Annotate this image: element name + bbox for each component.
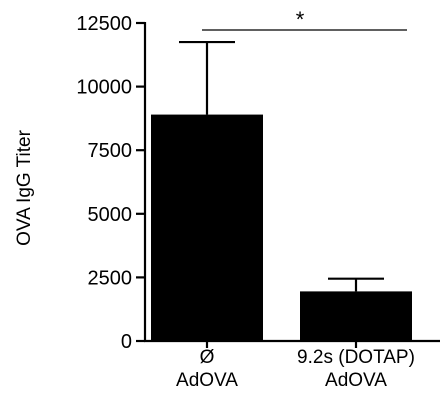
category-label-line1: 9.2s (DOTAP) bbox=[297, 347, 415, 368]
y-tick-label: 5000 bbox=[88, 204, 133, 226]
significance-marker: * bbox=[296, 7, 305, 32]
y-axis-title: OVA IgG Titer bbox=[14, 129, 35, 245]
bar bbox=[151, 114, 263, 341]
category-label-line2: AdOVA bbox=[176, 370, 238, 391]
y-tick-label: 7500 bbox=[88, 140, 133, 162]
y-tick-label: 10000 bbox=[76, 77, 132, 99]
y-tick-label: 12500 bbox=[76, 13, 132, 35]
category-label-line2: AdOVA bbox=[325, 370, 387, 391]
bar bbox=[300, 291, 412, 341]
y-tick-label: 0 bbox=[121, 331, 132, 353]
category-label-line1: Ø bbox=[200, 347, 215, 368]
y-tick-label: 2500 bbox=[88, 267, 133, 289]
